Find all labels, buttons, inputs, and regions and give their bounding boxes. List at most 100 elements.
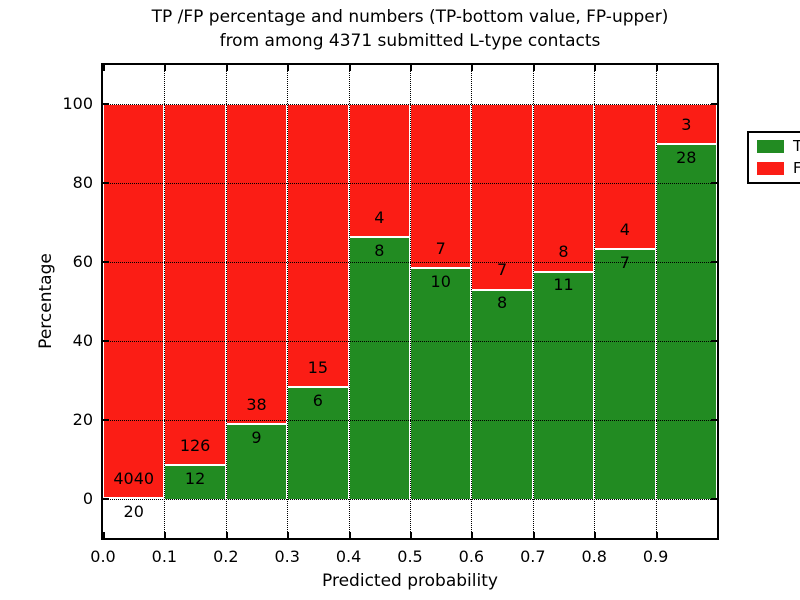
x-tick-label: 0.1	[151, 547, 178, 566]
fp-count-label: 15	[307, 357, 329, 377]
gridline-vertical	[225, 65, 227, 538]
bar-segment-tp	[533, 270, 594, 499]
gridline-vertical	[594, 65, 596, 538]
y-tick-label: 60	[72, 252, 93, 272]
x-tick-label: 0.9	[642, 547, 669, 566]
bar-segment-tp	[472, 288, 532, 499]
x-tick-mark	[225, 65, 228, 71]
tp-count-label: 8	[374, 240, 385, 260]
legend-swatch-tp	[757, 140, 784, 153]
x-tick-mark	[164, 532, 167, 538]
y-tick-label: 100	[62, 94, 93, 114]
fp-count-label: 3	[681, 114, 692, 134]
x-tick-mark	[348, 532, 351, 538]
x-tick-mark	[532, 65, 535, 71]
chart-title-line2: from among 4371 submitted L-type contact…	[219, 31, 601, 51]
bar-segment-tp	[656, 143, 716, 499]
bar-segment-fp	[533, 105, 594, 271]
gridline-vertical	[655, 65, 657, 538]
tp-count-label: 9	[251, 428, 262, 448]
x-tick-mark	[225, 532, 228, 538]
bar-segment-fp	[288, 105, 348, 387]
y-tick-mark	[103, 261, 109, 264]
gridline-vertical	[287, 65, 289, 538]
chart-title: TP /FP percentage and numbers (TP-bottom…	[101, 5, 719, 53]
tp-count-label: 7	[619, 252, 630, 272]
legend-label: TP	[793, 137, 800, 155]
x-tick-mark	[410, 532, 412, 538]
x-tick-mark	[164, 65, 167, 71]
legend: TP FP	[747, 131, 800, 184]
y-tick-mark	[103, 103, 109, 106]
bar-segment-tp	[288, 386, 348, 499]
x-tick-label: 0.2	[213, 547, 239, 566]
y-tick-label: 80	[72, 173, 93, 193]
x-tick-mark	[348, 65, 351, 71]
stacked-bar	[471, 104, 533, 499]
x-tick-label: 0.6	[458, 547, 485, 566]
gridline-vertical	[471, 65, 473, 538]
tp-count-label: 12	[184, 469, 206, 489]
y-tick-label: 20	[72, 409, 93, 429]
bar-segment-fp	[656, 105, 716, 144]
x-tick-label: 0.8	[581, 547, 607, 566]
y-tick-mark	[711, 261, 717, 264]
legend-item: FP	[757, 161, 800, 176]
bar-segment-fp	[226, 105, 287, 424]
bar-segment-fp	[104, 105, 164, 497]
y-tick-label: 0	[82, 488, 93, 508]
legend-swatch-fp	[757, 162, 784, 175]
bar-segment-tp	[104, 496, 164, 499]
x-tick-mark	[655, 65, 658, 71]
legend-item: TP	[757, 139, 800, 154]
bar-segment-fp	[472, 105, 532, 289]
x-tick-mark	[287, 65, 290, 71]
bar-segment-tp	[595, 248, 655, 499]
y-tick-mark	[711, 182, 717, 185]
stacked-bar	[348, 104, 410, 499]
y-tick-mark	[711, 497, 717, 500]
bar-segment-fp	[595, 105, 655, 249]
plot-area: 4040 20 126 12 38 9 15 6 4 8 7 10 7 8 8 11 4 7 3 28 TP FP	[101, 63, 800, 540]
bar-segment-tp	[349, 236, 409, 499]
x-tick-mark	[287, 532, 290, 538]
fp-count-label: 4	[374, 207, 385, 227]
x-tick-mark	[532, 532, 535, 538]
y-tick-mark	[711, 103, 717, 106]
chart-title-line1: TP /FP percentage and numbers (TP-bottom…	[151, 7, 669, 27]
y-tick-mark	[103, 497, 109, 500]
x-tick-mark	[471, 532, 474, 538]
x-tick-mark	[410, 65, 412, 71]
x-tick-mark	[471, 65, 474, 71]
gridline-vertical	[532, 65, 534, 538]
stacked-bar	[594, 104, 656, 499]
tp-count-label: 10	[430, 271, 451, 291]
legend-label: FP	[793, 159, 800, 177]
x-axis-label: Predicted probability	[322, 571, 498, 591]
y-tick-mark	[711, 418, 717, 421]
y-tick-label: 40	[72, 330, 93, 350]
bar-segment-tp	[165, 464, 225, 499]
gridline-vertical	[348, 65, 350, 538]
tp-count-label: 20	[123, 501, 144, 521]
x-tick-label: 0.7	[520, 547, 546, 566]
bar-segment-fp	[349, 105, 409, 237]
x-tick-label: 0.5	[397, 547, 423, 566]
fp-count-label: 7	[435, 238, 446, 258]
stacked-bar	[410, 104, 472, 499]
y-tick-mark	[711, 339, 717, 342]
y-tick-mark	[103, 339, 109, 342]
fp-count-label: 126	[179, 436, 211, 456]
y-tick-mark	[103, 418, 109, 421]
x-tick-label: 0.0	[90, 547, 116, 566]
y-tick-mark	[103, 182, 109, 185]
fp-count-label: 7	[497, 260, 508, 280]
x-tick-mark	[594, 65, 597, 71]
gridline-vertical	[410, 65, 411, 538]
bar-segment-tp	[226, 423, 287, 499]
fp-count-label: 4040	[113, 468, 155, 488]
bar-segment-tp	[411, 267, 471, 499]
gridline-vertical	[164, 65, 166, 538]
tp-count-label: 28	[676, 147, 697, 167]
